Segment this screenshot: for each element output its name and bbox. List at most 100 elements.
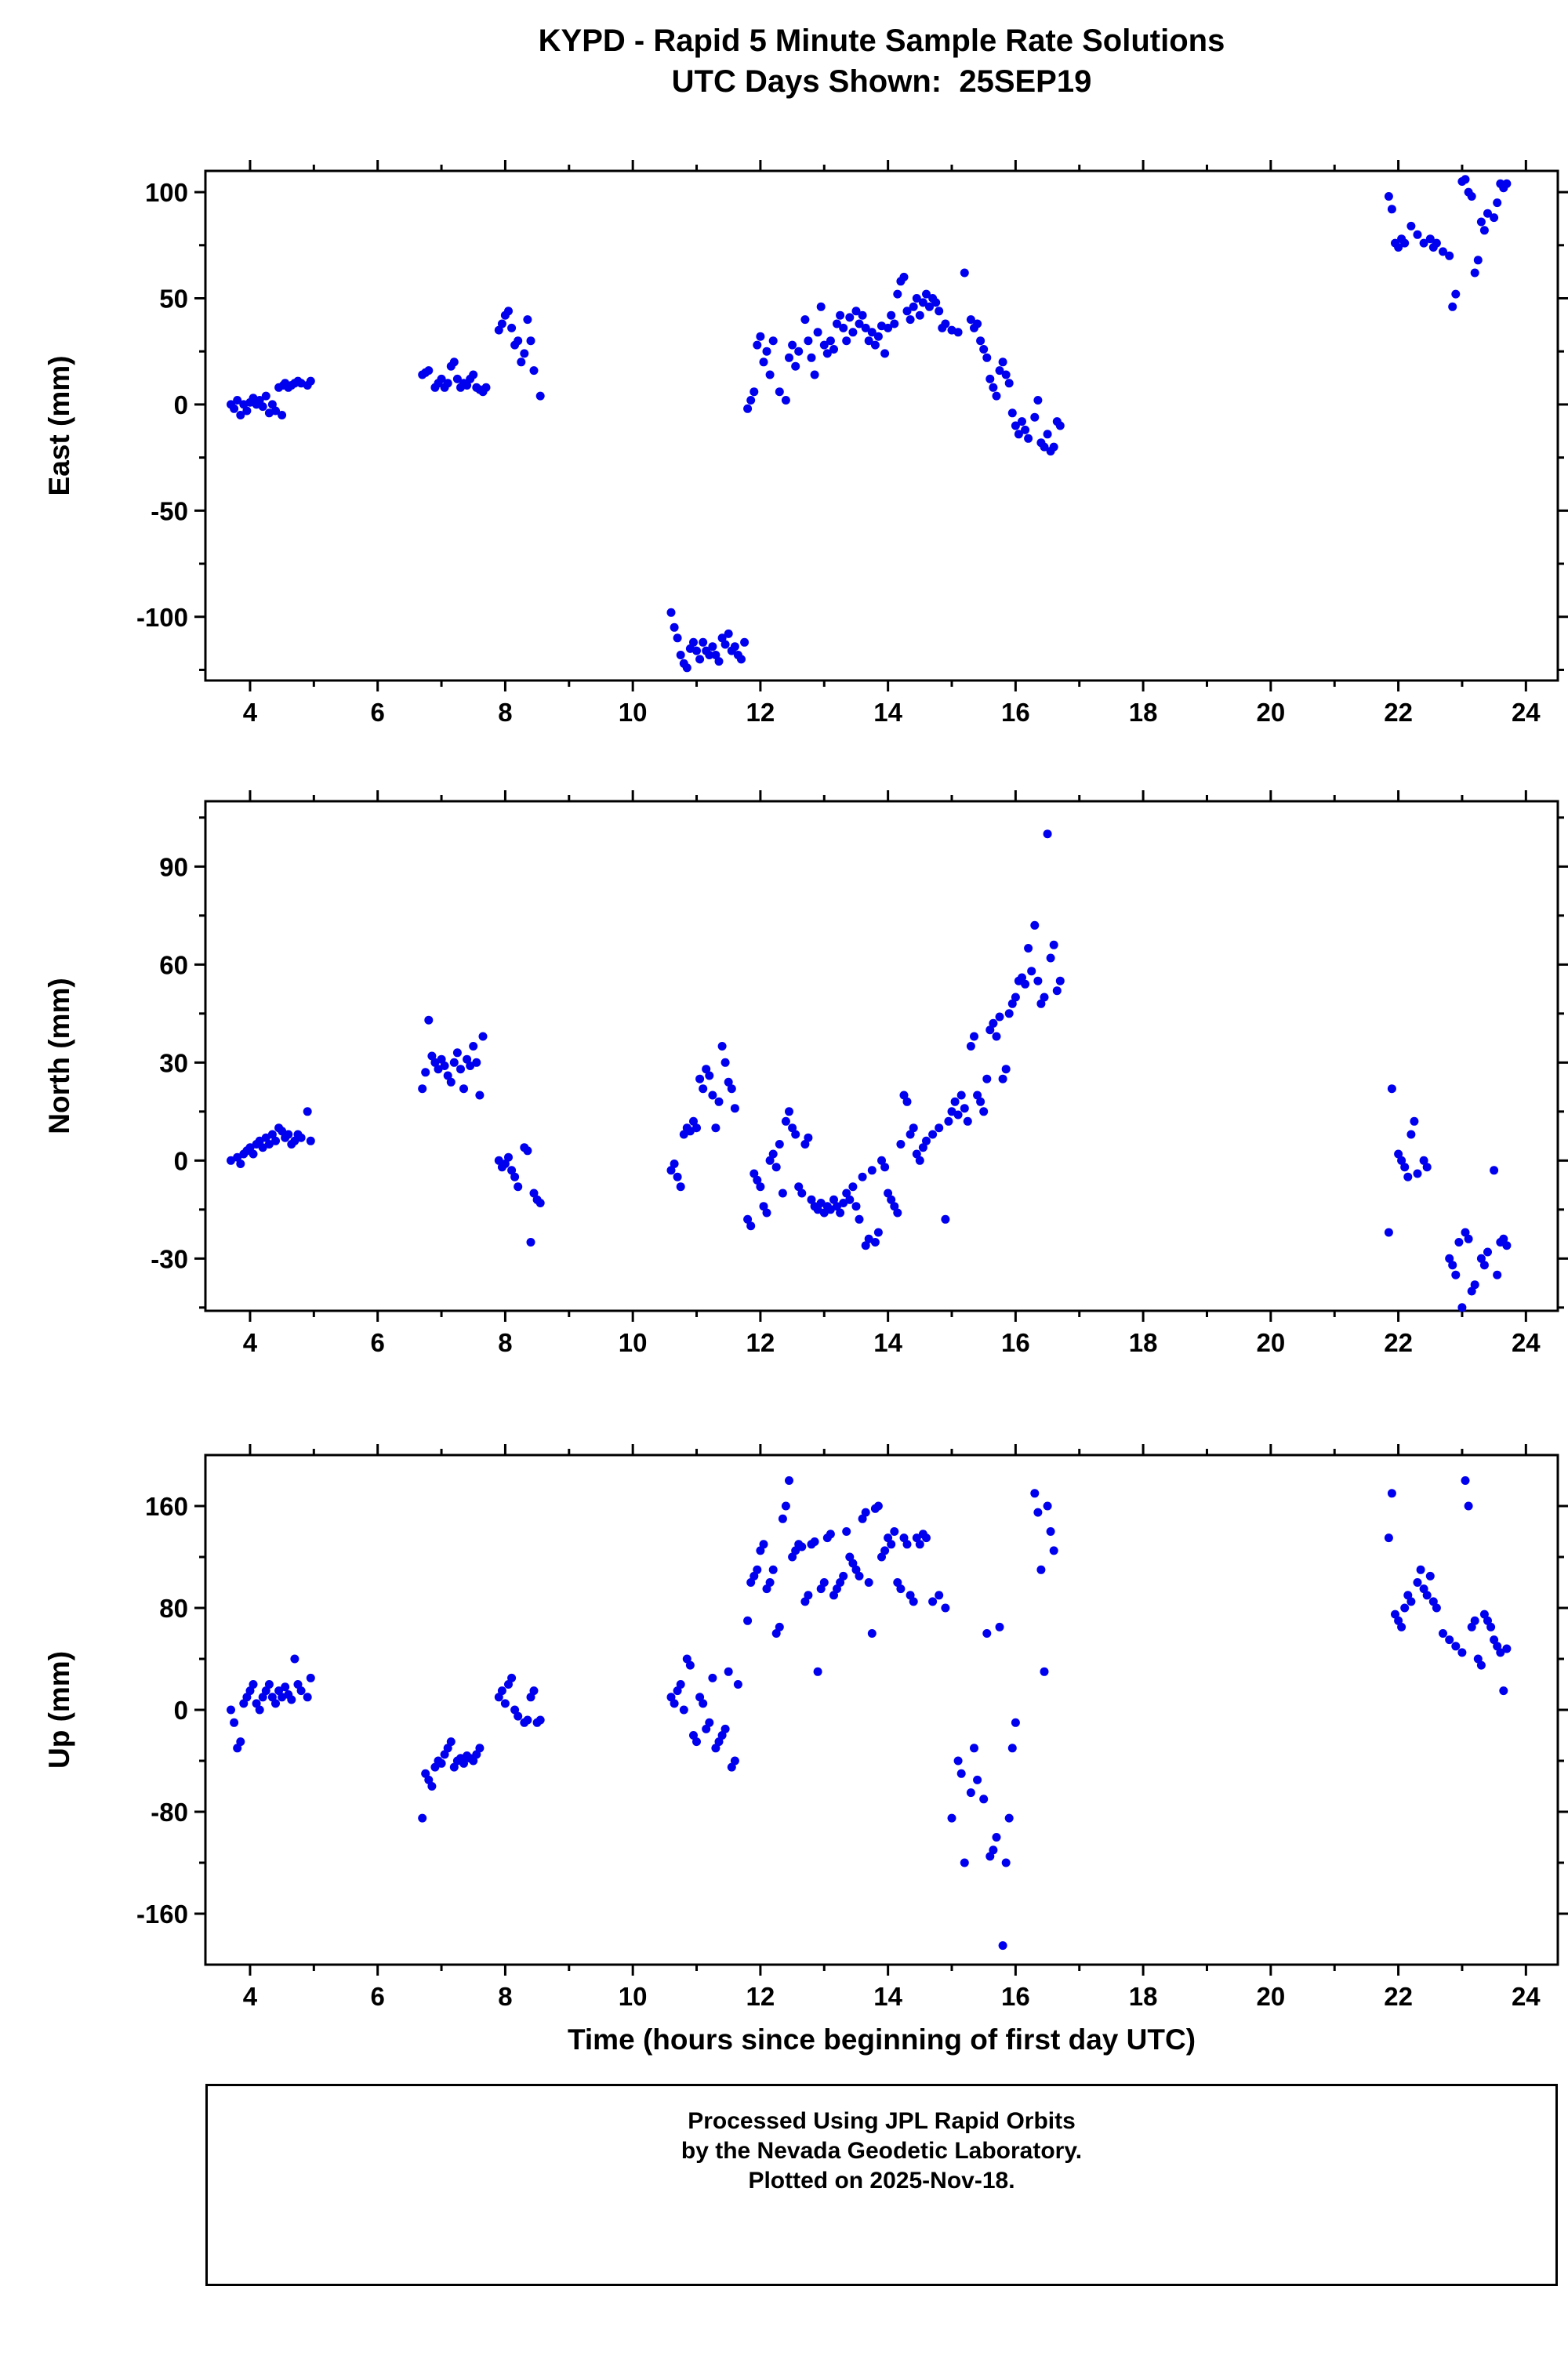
data-point: [915, 1156, 924, 1165]
data-point: [437, 374, 446, 383]
data-point: [1049, 442, 1058, 452]
data-point: [1036, 999, 1046, 1008]
plot-frame: [204, 169, 1559, 682]
data-point: [1049, 1546, 1058, 1555]
y-tick-label: -50: [151, 496, 188, 525]
data-point: [236, 1160, 245, 1168]
data-point: [267, 400, 277, 409]
data-point: [1397, 1622, 1406, 1631]
y-tick-label: 0: [174, 1146, 188, 1175]
data-point: [922, 1533, 931, 1543]
data-point: [523, 1715, 532, 1725]
data-point: [902, 1097, 912, 1106]
data-point: [730, 1104, 739, 1113]
data-point: [261, 1686, 270, 1696]
data-point: [912, 1533, 921, 1543]
data-point: [890, 319, 899, 328]
data-point: [233, 1744, 242, 1753]
data-point: [873, 1501, 883, 1511]
data-point: [274, 1686, 284, 1696]
data-point: [819, 1578, 829, 1587]
data-point: [418, 1084, 427, 1094]
data-point: [705, 1718, 714, 1727]
data-point: [443, 1744, 452, 1753]
data-point: [848, 1182, 858, 1192]
x-tick-label: 22: [1384, 698, 1413, 727]
x-tick-label: 8: [498, 1328, 512, 1357]
data-point: [1007, 1744, 1017, 1753]
data-point: [670, 1160, 679, 1168]
data-point: [278, 1127, 287, 1136]
data-point: [424, 1775, 434, 1784]
data-point: [842, 1527, 851, 1536]
data-point: [842, 1189, 851, 1198]
data-point: [1457, 1303, 1467, 1312]
data-point: [906, 315, 915, 325]
data-point: [1043, 1501, 1052, 1511]
data-point: [689, 637, 698, 647]
data-point: [1432, 1603, 1441, 1613]
data-point: [306, 1673, 315, 1682]
data-point: [966, 315, 975, 325]
data-point: [781, 1501, 790, 1511]
data-point: [1014, 430, 1023, 439]
data-point: [785, 1476, 793, 1485]
x-tick-label: 16: [1001, 1328, 1030, 1357]
data-point: [1011, 1718, 1020, 1727]
data-point: [242, 1693, 252, 1702]
data-point: [676, 1680, 685, 1689]
data-point: [1007, 999, 1017, 1008]
data-point: [775, 1140, 784, 1149]
data-point: [778, 1514, 787, 1523]
data-point: [1461, 1476, 1470, 1485]
data-point: [845, 1195, 855, 1204]
data-point: [711, 1744, 720, 1753]
data-point: [845, 1552, 855, 1562]
data-point: [510, 1705, 520, 1715]
data-point: [899, 272, 909, 281]
data-point: [1007, 408, 1017, 418]
data-point: [935, 307, 944, 316]
data-point: [1406, 1597, 1416, 1606]
data-point: [472, 1058, 481, 1067]
data-point: [421, 1769, 430, 1778]
data-point: [469, 370, 478, 379]
data-point: [1018, 417, 1026, 426]
x-tick-label: 18: [1129, 698, 1158, 727]
data-point: [296, 1133, 306, 1142]
data-point: [727, 1084, 736, 1094]
data-point: [960, 1104, 969, 1113]
data-point: [966, 1788, 975, 1798]
y-tick-label: -160: [136, 1900, 188, 1929]
data-point: [918, 1143, 927, 1152]
data-point: [494, 325, 503, 335]
data-point: [785, 1107, 793, 1116]
data-point: [271, 1136, 280, 1145]
data-point: [893, 1208, 902, 1218]
data-point: [979, 1107, 989, 1116]
data-point: [995, 1012, 1004, 1022]
data-point: [899, 1533, 909, 1543]
data-point: [1425, 234, 1435, 244]
x-tick-label: 10: [619, 698, 648, 727]
data-point: [836, 310, 845, 320]
data-point: [1400, 1163, 1410, 1172]
data-point: [1448, 302, 1457, 311]
data-point: [800, 315, 810, 325]
chart-title: KYPD - Rapid 5 Minute Sample Rate Soluti…: [205, 20, 1558, 102]
plot-frame: [204, 800, 1559, 1312]
data-point: [1027, 967, 1036, 976]
data-point: [695, 655, 705, 664]
data-point: [514, 1182, 523, 1192]
data-point: [953, 1110, 963, 1120]
data-point: [935, 1123, 944, 1133]
data-point: [418, 1813, 427, 1823]
data-point: [985, 1852, 995, 1861]
data-point: [290, 1136, 299, 1145]
data-point: [819, 1208, 829, 1218]
data-point: [902, 1540, 912, 1549]
data-point: [737, 655, 746, 664]
data-point: [702, 1724, 711, 1733]
data-point: [430, 1762, 440, 1772]
